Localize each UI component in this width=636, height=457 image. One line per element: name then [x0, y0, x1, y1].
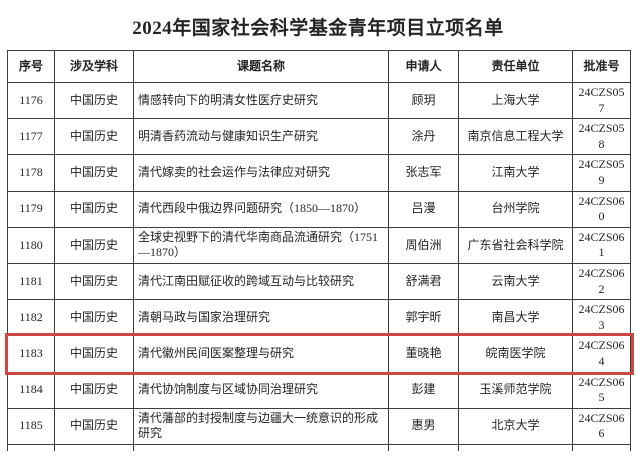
cell-approval_no: 24CZS057	[572, 81, 631, 120]
cell-seq: 1183	[7, 335, 55, 373]
table-row-partial	[7, 443, 631, 451]
column-header-title: 课题名称	[133, 50, 389, 83]
cell-applicant: 顾玥	[388, 81, 459, 120]
table-row: 1178 中国历史 清代嫁卖的社会运作与法律应对研究 张志军 江南大学 24CZS059	[7, 154, 631, 192]
cell-institution: 玉溪师范学院	[458, 371, 573, 409]
cell-applicant: 周伯洲	[388, 226, 459, 264]
column-header-seq: 序号	[7, 50, 55, 83]
cell-seq: 1181	[7, 262, 55, 301]
column-header-applicant: 申请人	[388, 50, 459, 83]
page-title: 2024年国家社会科学基金青年项目立项名单	[132, 18, 504, 39]
table-row: 1181 中国历史 清代江南田赋征收的跨域互动与比较研究 舒满君 云南大学 24CZS06…	[7, 262, 631, 301]
cell-applicant: 郭宇昕	[388, 299, 459, 337]
cell-approval_no: 24CZS063	[572, 299, 631, 337]
cell-title: 清代江南田赋征收的跨域互动与比较研究	[133, 262, 389, 301]
cell-approval_no: 24CZS065	[572, 371, 631, 409]
cell-empty	[572, 443, 631, 451]
cell-discipline: 中国历史	[54, 226, 134, 264]
cell-institution: 云南大学	[458, 262, 573, 301]
table-row: 1177 中国历史 明清香药流动与健康知识生产研究 涂丹 南京信息工程大学 24CZS05…	[7, 118, 631, 156]
cell-discipline: 中国历史	[54, 190, 134, 228]
column-header-approval_no: 批准号	[572, 50, 631, 83]
table-row: 1184 中国历史 清代协饷制度与区域协同治理研究 彭建 玉溪师范学院 24CZS065	[7, 371, 631, 409]
cell-empty	[458, 443, 573, 451]
cell-applicant: 董晓艳	[388, 335, 459, 373]
cell-discipline: 中国历史	[54, 118, 134, 156]
cell-seq: 1179	[7, 190, 55, 228]
cell-approval_no: 24CZS066	[572, 407, 631, 445]
cell-approval_no: 24CZS058	[572, 118, 631, 156]
cell-approval_no: 24CZS061	[572, 226, 631, 264]
cell-approval_no: 24CZS060	[572, 190, 631, 228]
cell-approval_no: 24CZS059	[572, 154, 631, 192]
table-row: 1185 中国历史 清代藩部的封授制度与边疆大一统意识的形成研究 惠男 北京大学 24CZ…	[7, 407, 631, 445]
cell-empty	[388, 443, 459, 451]
cell-applicant: 舒满君	[388, 262, 459, 301]
cell-institution: 广东省社会科学院	[458, 226, 573, 264]
cell-applicant: 彭建	[388, 371, 459, 409]
cell-seq: 1185	[7, 407, 55, 445]
cell-institution: 台州学院	[458, 190, 573, 228]
cell-discipline: 中国历史	[54, 407, 134, 445]
cell-title: 清朝马政与国家治理研究	[133, 299, 389, 337]
cell-title: 情感转向下的明清女性医疗史研究	[133, 81, 389, 120]
cell-title: 全球史视野下的清代华南商品流通研究（1751—1870）	[133, 226, 389, 264]
cell-title: 清代嫁卖的社会运作与法律应对研究	[133, 154, 389, 192]
table-row-highlighted: 1183 中国历史 清代徽州民间医案整理与研究 董晓艳 皖南医学院 24CZS064	[4, 332, 634, 376]
cell-applicant: 涂丹	[388, 118, 459, 156]
cell-seq: 1178	[7, 154, 55, 192]
projects-table: 序号 涉及学科 课题名称 申请人 责任单位 批准号 1176 中国历史 情感转向下的明清女性医…	[4, 50, 634, 451]
cell-title: 明清香药流动与健康知识生产研究	[133, 118, 389, 156]
cell-institution: 皖南医学院	[458, 335, 573, 373]
cell-applicant: 张志军	[388, 154, 459, 192]
cell-institution: 上海大学	[458, 81, 573, 120]
table-body: 1176 中国历史 情感转向下的明清女性医疗史研究 顾玥 上海大学 24CZS057 117…	[4, 81, 634, 451]
cell-applicant: 惠男	[388, 407, 459, 445]
cell-discipline: 中国历史	[54, 335, 134, 373]
cell-discipline: 中国历史	[54, 154, 134, 192]
cell-seq: 1177	[7, 118, 55, 156]
cell-applicant: 吕漫	[388, 190, 459, 228]
table-row: 1176 中国历史 情感转向下的明清女性医疗史研究 顾玥 上海大学 24CZS057	[7, 81, 631, 120]
cell-seq: 1182	[7, 299, 55, 337]
column-header-institution: 责任单位	[458, 50, 573, 83]
cell-seq: 1176	[7, 81, 55, 120]
cell-title: 清代藩部的封授制度与边疆大一统意识的形成研究	[133, 407, 389, 445]
cell-institution: 南京信息工程大学	[458, 118, 573, 156]
column-header-discipline: 涉及学科	[54, 50, 134, 83]
cell-discipline: 中国历史	[54, 262, 134, 301]
cell-seq: 1184	[7, 371, 55, 409]
cell-institution: 南昌大学	[458, 299, 573, 337]
cell-discipline: 中国历史	[54, 299, 134, 337]
table-row: 1180 中国历史 全球史视野下的清代华南商品流通研究（1751—1870） 周伯洲广…	[7, 226, 631, 264]
cell-institution: 江南大学	[458, 154, 573, 192]
cell-seq: 1180	[7, 226, 55, 264]
cell-approval_no: 24CZS062	[572, 262, 631, 301]
table-row: 1179 中国历史 清代西段中俄边界问题研究（1850—1870） 吕漫 台州学院 24C…	[7, 190, 631, 228]
cell-institution: 北京大学	[458, 407, 573, 445]
table-row: 1182 中国历史 清朝马政与国家治理研究 郭宇昕 南昌大学 24CZS063	[7, 299, 631, 337]
cell-title: 清代协饷制度与区域协同治理研究	[133, 371, 389, 409]
cell-empty	[7, 443, 55, 451]
cell-empty	[133, 443, 389, 451]
cell-discipline: 中国历史	[54, 81, 134, 120]
cell-discipline: 中国历史	[54, 371, 134, 409]
table-header-row: 序号 涉及学科 课题名称 申请人 责任单位 批准号	[7, 50, 631, 83]
cell-empty	[54, 443, 134, 451]
cell-title: 清代西段中俄边界问题研究（1850—1870）	[133, 190, 389, 228]
cell-approval_no: 24CZS064	[572, 335, 631, 373]
cell-title: 清代徽州民间医案整理与研究	[133, 335, 389, 373]
